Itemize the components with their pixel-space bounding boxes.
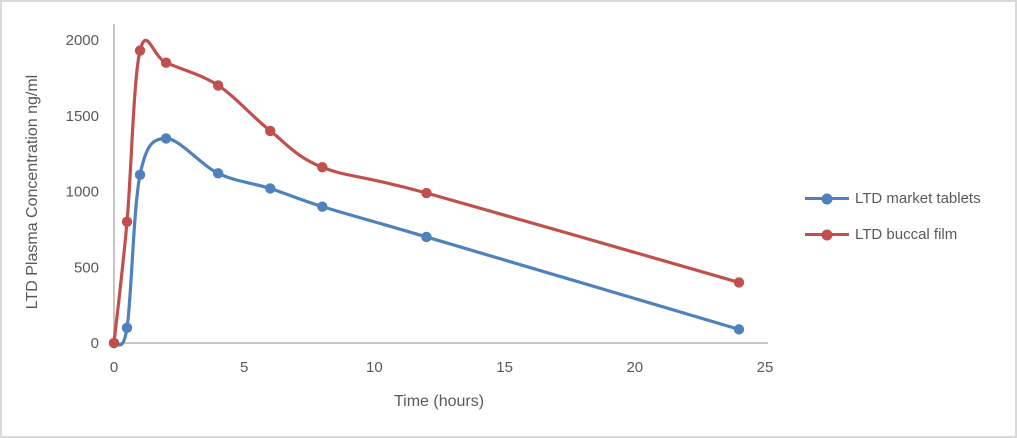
- data-point-marker-1: [317, 162, 328, 173]
- legend-line-marker-icon: [805, 224, 849, 245]
- x-tick-label: 25: [757, 359, 774, 376]
- y-tick-label: 0: [91, 335, 99, 352]
- data-point-marker-1: [265, 125, 276, 137]
- data-point-marker-0: [265, 183, 276, 194]
- data-point-marker-0: [134, 169, 146, 181]
- x-tick-label: 0: [110, 359, 118, 376]
- legend-line-marker-icon: [805, 188, 849, 209]
- y-tick-label: 2000: [66, 32, 99, 49]
- x-tick-label: 10: [366, 359, 383, 376]
- data-point-marker-0: [421, 231, 432, 243]
- x-tick-label: 20: [626, 359, 643, 376]
- legend: LTD market tablets LTD buccal film: [805, 188, 981, 245]
- data-point-marker-0: [212, 168, 224, 179]
- series-line-1: [112, 39, 741, 345]
- data-point-marker-1: [733, 277, 745, 288]
- data-point-marker-1: [212, 80, 224, 91]
- y-tick-label: 1500: [66, 108, 99, 125]
- y-axis-title: LTD Plasma Concentration ng/ml: [24, 74, 41, 310]
- data-point-marker-0: [317, 201, 328, 212]
- legend-label-market-tablets: LTD market tablets: [855, 190, 981, 207]
- data-point-marker-0: [121, 322, 133, 334]
- data-point-marker-1: [421, 187, 432, 199]
- legend-label-buccal-film: LTD buccal film: [855, 226, 958, 243]
- x-axis-title: Time (hours): [393, 393, 485, 410]
- legend-item-buccal-film: LTD buccal film: [805, 224, 981, 245]
- data-point-marker-1: [134, 45, 146, 56]
- legend-item-market-tablets: LTD market tablets: [805, 188, 981, 209]
- y-tick-label: 1000: [66, 184, 99, 201]
- data-point-marker-1: [121, 216, 133, 227]
- data-point-marker-1: [108, 337, 120, 349]
- x-tick-label: 5: [240, 359, 248, 376]
- series-line-0: [112, 136, 741, 347]
- x-tick-label: 15: [496, 359, 513, 376]
- y-tick-label: 500: [74, 259, 99, 276]
- data-point-marker-0: [160, 133, 172, 144]
- data-point-marker-0: [733, 324, 745, 335]
- data-point-marker-1: [160, 57, 172, 68]
